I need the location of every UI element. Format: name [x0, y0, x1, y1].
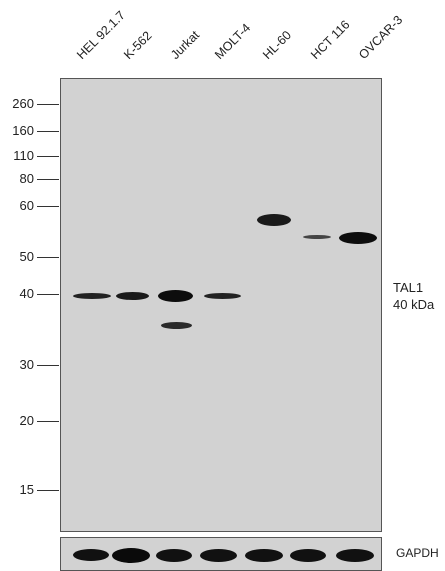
loading-control-label: GAPDH — [396, 546, 439, 560]
mw-tick-15 — [37, 490, 59, 491]
lane-label-k562: K-562 — [121, 28, 155, 63]
mw-marker-260: 260 — [12, 96, 34, 111]
gapdh-band-1 — [73, 549, 109, 561]
mw-marker-20: 20 — [19, 413, 34, 428]
mw-marker-40: 40 — [19, 286, 34, 301]
blot-panel — [60, 78, 382, 532]
mw-tick-20 — [37, 421, 59, 422]
gapdh-band-5 — [245, 549, 283, 562]
mw-marker-110: 110 — [13, 148, 34, 163]
target-size: 40 kDa — [393, 297, 435, 312]
band-jurkat-main — [158, 290, 193, 302]
band-molt4 — [204, 293, 241, 299]
band-hel — [73, 293, 111, 299]
gapdh-band-6 — [290, 549, 326, 562]
gapdh-band-3 — [156, 549, 192, 562]
band-hl60 — [257, 214, 291, 226]
gapdh-panel — [60, 537, 382, 571]
band-k562 — [116, 292, 149, 300]
lane-label-molt4: MOLT-4 — [212, 20, 254, 62]
mw-tick-40 — [37, 294, 59, 295]
gapdh-band-2 — [112, 548, 150, 563]
mw-tick-30 — [37, 365, 59, 366]
band-jurkat-lower — [161, 322, 192, 329]
band-ovcar3 — [339, 232, 377, 244]
band-hct116 — [303, 235, 331, 239]
lane-label-hl60: HL-60 — [260, 28, 295, 63]
lane-label-jurkat: Jurkat — [168, 28, 203, 63]
mw-marker-15: 15 — [19, 482, 34, 497]
mw-tick-110 — [37, 156, 59, 157]
mw-marker-30: 30 — [19, 357, 34, 372]
mw-tick-80 — [37, 179, 59, 180]
target-name: TAL1 — [393, 280, 424, 295]
lane-label-hct116: HCT 116 — [308, 17, 353, 62]
lane-label-hel: HEL 92.1.7 — [74, 8, 128, 63]
mw-tick-160 — [37, 131, 59, 132]
mw-marker-160: 160 — [12, 123, 34, 138]
mw-marker-80: 80 — [19, 171, 34, 186]
mw-tick-50 — [37, 257, 59, 258]
mw-marker-60: 60 — [19, 198, 34, 213]
mw-tick-260 — [37, 104, 59, 105]
lane-label-ovcar3: OVCAR-3 — [356, 12, 406, 63]
gapdh-band-7 — [336, 549, 374, 562]
mw-marker-50: 50 — [19, 249, 34, 264]
gapdh-band-4 — [200, 549, 237, 562]
mw-tick-60 — [37, 206, 59, 207]
